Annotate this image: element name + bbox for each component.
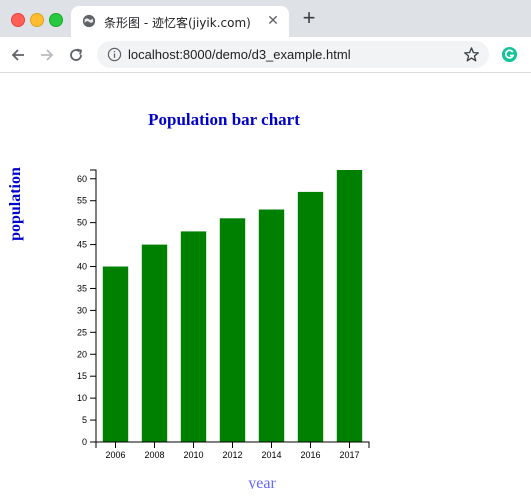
x-tick-label: 2014 <box>261 450 281 460</box>
browser-toolbar: localhost:8000/demo/d3_example.html <box>0 37 531 73</box>
y-axis: 0 5 10 15 20 25 30 35 40 45 50 55 60 <box>77 169 97 447</box>
page-content: Population bar chart population year 0 5 1… <box>0 73 531 496</box>
y-tick-label: 10 <box>77 393 87 403</box>
x-tick-label: 2012 <box>222 450 242 460</box>
browser-tab[interactable]: 条形图 - 迹忆客(jiyik.com) ✕ <box>71 6 289 37</box>
info-icon[interactable] <box>107 47 122 62</box>
y-tick-label: 15 <box>77 371 87 381</box>
y-tick-label: 5 <box>82 415 87 425</box>
bar-2010 <box>180 231 207 442</box>
bars-group <box>102 170 363 442</box>
y-tick-label: 20 <box>77 349 87 359</box>
close-tab-button[interactable]: ✕ <box>267 12 279 28</box>
bar-chart: Population bar chart population year 0 5 1… <box>7 110 370 492</box>
y-tick-label: 35 <box>77 283 87 293</box>
back-arrow-icon[interactable] <box>9 46 27 64</box>
bar-2012 <box>219 218 246 442</box>
bar-2017 <box>336 170 363 442</box>
bar-2006 <box>102 266 129 442</box>
y-tick-label: 25 <box>77 327 87 337</box>
x-axis: 2006 2008 2010 2012 2014 2016 2017 <box>95 441 370 460</box>
y-tick-label: 55 <box>77 196 87 206</box>
y-tick-label: 40 <box>77 262 87 272</box>
x-tick-label: 2017 <box>339 450 359 460</box>
x-tick-label: 2016 <box>300 450 320 460</box>
y-tick-label: 45 <box>77 240 87 250</box>
y-tick-label: 60 <box>77 174 87 184</box>
new-tab-button[interactable]: + <box>302 5 316 30</box>
browser-titlebar: 条形图 - 迹忆客(jiyik.com) ✕ + <box>0 0 531 37</box>
x-tick-label: 2010 <box>183 450 203 460</box>
grammarly-extension-icon[interactable] <box>501 46 518 63</box>
url-path: :8000/demo/d3_example.html <box>179 47 351 62</box>
address-bar[interactable]: localhost:8000/demo/d3_example.html <box>97 41 489 68</box>
page-bottom-edge <box>0 489 531 496</box>
url-host: localhost <box>128 47 180 62</box>
url-text[interactable]: localhost:8000/demo/d3_example.html <box>128 47 351 62</box>
y-axis-label: population <box>7 167 24 241</box>
y-axis-line <box>90 169 97 443</box>
bar-2016 <box>297 191 324 442</box>
x-tick-label: 2008 <box>144 450 164 460</box>
bar-2014 <box>258 209 285 442</box>
y-tick-label: 30 <box>77 305 87 315</box>
chart-title: Population bar chart <box>148 110 300 129</box>
zoom-window-button[interactable] <box>49 13 63 27</box>
close-window-button[interactable] <box>11 13 25 27</box>
x-axis-label: year <box>248 475 276 492</box>
forward-arrow-icon[interactable] <box>38 46 56 64</box>
globe-icon <box>82 14 96 28</box>
y-tick-label: 50 <box>77 218 87 228</box>
tab-title: 条形图 - 迹忆客(jiyik.com) <box>104 16 251 30</box>
bar-2008 <box>141 244 168 442</box>
bookmark-star-icon[interactable] <box>463 46 480 63</box>
minimize-window-button[interactable] <box>30 13 44 27</box>
x-tick-label: 2006 <box>105 450 125 460</box>
y-tick-label: 0 <box>82 437 87 447</box>
reload-icon[interactable] <box>67 46 85 64</box>
